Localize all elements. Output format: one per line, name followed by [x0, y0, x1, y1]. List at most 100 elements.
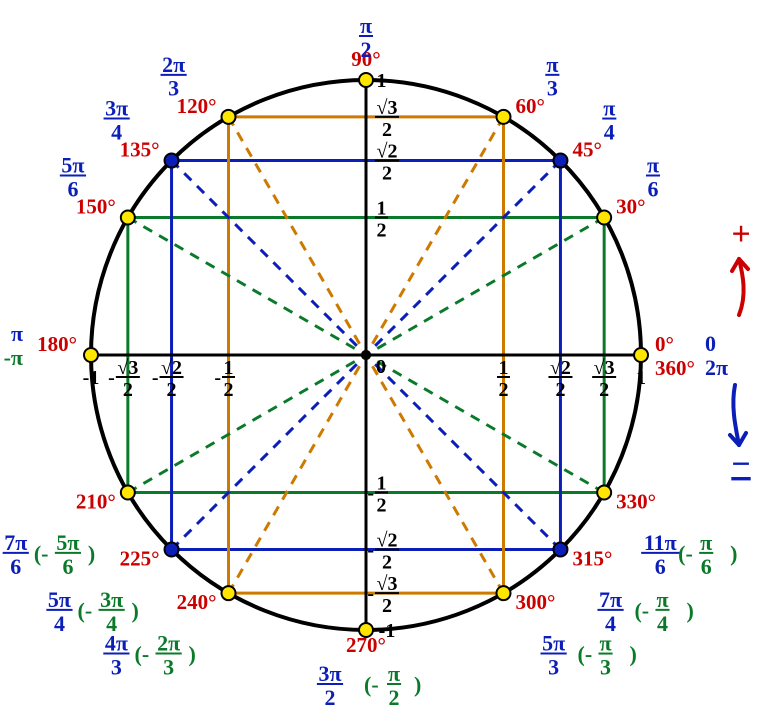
svg-text:3π: 3π [105, 96, 128, 121]
frac: 7π6 [3, 530, 29, 579]
deg-label-210: 210° [76, 490, 116, 514]
rad-label-240: 4π3(-2π3) [103, 631, 196, 680]
svg-text:-1: -1 [83, 367, 100, 389]
svg-text:2: 2 [123, 379, 133, 401]
frac: -1 [83, 367, 100, 389]
svg-text:(-: (- [364, 672, 379, 697]
svg-text:2: 2 [325, 685, 336, 710]
rad-label-210: 7π6(-5π6) [3, 530, 96, 579]
svg-text:2: 2 [377, 495, 387, 517]
frac: 12 [375, 198, 388, 242]
svg-text:4π: 4π [105, 631, 128, 656]
deg-label-180: 180° [37, 332, 77, 356]
svg-text:-: - [367, 483, 374, 505]
frac: 5π3 [541, 631, 567, 680]
svg-text:7π: 7π [599, 587, 622, 612]
frac: -√22 [152, 357, 184, 401]
angle-dot-180 [84, 348, 98, 362]
frac: 1 [636, 367, 646, 389]
frac: π6 [646, 153, 660, 202]
svg-text:-: - [214, 367, 221, 389]
svg-text:-: - [367, 583, 374, 605]
rad-label-315: 7π4(-π4) [597, 587, 693, 636]
svg-text:-: - [367, 539, 374, 561]
svg-text:3: 3 [163, 654, 174, 679]
svg-text:4: 4 [604, 119, 615, 144]
svg-text:6: 6 [62, 554, 73, 579]
frac: 5π6 [55, 530, 81, 579]
rad-label-330: 11π6(-π6) [641, 530, 737, 579]
svg-text:): ) [414, 672, 421, 697]
svg-text:6: 6 [10, 554, 21, 579]
rad-label-300: 5π3(-π3) [541, 631, 637, 680]
svg-text:π: π [656, 587, 668, 612]
svg-text:2: 2 [167, 379, 177, 401]
deg-label-330: 330° [616, 490, 656, 514]
svg-text:√2: √2 [161, 357, 182, 379]
angle-dot-330 [597, 486, 611, 500]
svg-text:2: 2 [382, 119, 392, 141]
frac: √32 [592, 357, 616, 401]
svg-text:5π: 5π [48, 587, 71, 612]
deg-label-315: 315° [572, 546, 612, 570]
angle-dot-300 [497, 586, 511, 600]
svg-text:5π: 5π [542, 631, 565, 656]
svg-text:6: 6 [67, 176, 78, 201]
svg-text:11π: 11π [644, 530, 677, 555]
angle-dot-90 [359, 73, 373, 87]
svg-text:2: 2 [361, 37, 372, 62]
frac: π4 [602, 96, 616, 145]
svg-text:3: 3 [600, 654, 611, 679]
svg-text:2: 2 [555, 379, 565, 401]
rad-label-pi: π [11, 321, 23, 346]
svg-text:): ) [630, 642, 637, 667]
svg-text:6: 6 [648, 176, 659, 201]
svg-text:(-: (- [135, 642, 150, 667]
svg-text:): ) [132, 598, 139, 623]
svg-text:1: 1 [224, 357, 234, 379]
deg-label-60: 60° [516, 94, 545, 118]
frac: 12 [497, 357, 510, 401]
svg-text:3π: 3π [100, 587, 123, 612]
frac: 7π4 [597, 587, 623, 636]
svg-text:): ) [730, 541, 737, 566]
svg-text:2: 2 [382, 551, 392, 573]
svg-text:4: 4 [54, 611, 65, 636]
rad-label-2pi: 2π [705, 355, 728, 380]
svg-text:2: 2 [382, 163, 392, 185]
unit-circle-diagram: 12√22√321-12-√22-√32-112√22√321-12-√22-√… [0, 0, 770, 715]
frac: √22 [375, 141, 399, 185]
frac: 1 [377, 70, 387, 92]
svg-text:1: 1 [636, 367, 646, 389]
angle-dot-240 [222, 586, 236, 600]
svg-text:): ) [189, 642, 196, 667]
frac: π3 [599, 631, 613, 680]
angle-dot-315 [553, 542, 567, 556]
svg-text:π: π [546, 52, 558, 77]
svg-text:2: 2 [382, 595, 392, 617]
rad-label-225: 5π4(-3π4) [46, 587, 139, 636]
svg-text:-: - [152, 367, 159, 389]
frac: π6 [699, 530, 713, 579]
svg-text:√2: √2 [550, 357, 571, 379]
svg-text:2: 2 [499, 379, 509, 401]
frac: 3π4 [99, 587, 125, 636]
svg-text:√2: √2 [377, 141, 398, 163]
svg-text:6: 6 [701, 554, 712, 579]
frac: π4 [655, 587, 669, 636]
svg-text:1: 1 [377, 70, 387, 92]
svg-text:2: 2 [224, 379, 234, 401]
deg-label-270: 270° [346, 633, 386, 657]
svg-text:5π: 5π [61, 153, 84, 178]
frac: π3 [545, 52, 559, 101]
angle-dot-150 [121, 211, 135, 225]
minus-sign: − [731, 446, 750, 483]
deg-label-225: 225° [120, 546, 160, 570]
origin-label: 0 [376, 356, 386, 378]
svg-text:√3: √3 [377, 97, 398, 119]
svg-text:(-: (- [578, 642, 593, 667]
deg-label-0: 0° [655, 332, 674, 356]
deg-label-360: 360° [655, 356, 695, 380]
center-dot [361, 350, 371, 360]
angle-dot-30 [597, 211, 611, 225]
